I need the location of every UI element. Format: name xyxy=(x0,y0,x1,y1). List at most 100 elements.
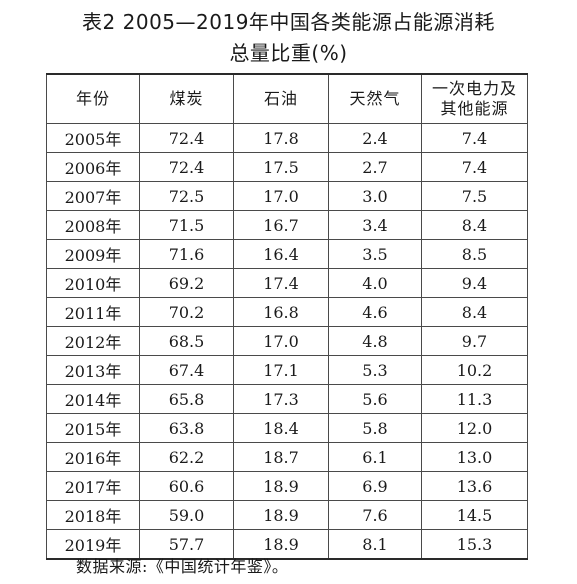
cell-coal: 72.5 xyxy=(139,181,234,211)
table-row: 2011年 70.2 16.8 4.6 8.4 xyxy=(46,297,528,327)
cell-gas: 4.6 xyxy=(328,297,422,327)
cell-other: 10.2 xyxy=(421,355,528,385)
cell-year: 2009年 xyxy=(46,239,140,269)
table-row: 2017年 60.6 18.9 6.9 13.6 xyxy=(46,471,528,501)
cell-other: 7.4 xyxy=(421,152,528,182)
header-other: 一次电力及 其他能源 xyxy=(421,73,528,124)
table-row: 2014年 65.8 17.3 5.6 11.3 xyxy=(46,384,528,414)
cell-other: 8.4 xyxy=(421,210,528,240)
cell-oil: 16.4 xyxy=(233,239,329,269)
cell-other: 7.5 xyxy=(421,181,528,211)
cell-year: 2006年 xyxy=(46,152,140,182)
cell-year: 2017年 xyxy=(46,471,140,501)
table-title-line-2: 总量比重(%) xyxy=(229,41,348,65)
header-other-line-2: 其他能源 xyxy=(440,99,509,118)
cell-oil: 16.7 xyxy=(233,210,329,240)
cell-gas: 6.9 xyxy=(328,471,422,501)
cell-gas: 3.4 xyxy=(328,210,422,240)
cell-coal: 72.4 xyxy=(139,123,234,153)
cell-oil: 17.0 xyxy=(233,326,329,356)
header-oil: 石油 xyxy=(233,73,329,124)
cell-oil: 17.0 xyxy=(233,181,329,211)
table-row: 2005年 72.4 17.8 2.4 7.4 xyxy=(46,123,528,153)
cell-gas: 6.1 xyxy=(328,442,422,472)
cell-year: 2012年 xyxy=(46,326,140,356)
cell-gas: 4.8 xyxy=(328,326,422,356)
cell-year: 2010年 xyxy=(46,268,140,298)
cell-gas: 2.4 xyxy=(328,123,422,153)
cell-year: 2007年 xyxy=(46,181,140,211)
cell-oil: 17.5 xyxy=(233,152,329,182)
cell-oil: 17.8 xyxy=(233,123,329,153)
cell-oil: 18.7 xyxy=(233,442,329,472)
table-row: 2010年 69.2 17.4 4.0 9.4 xyxy=(46,268,528,298)
cell-gas: 4.0 xyxy=(328,268,422,298)
cell-year: 2018年 xyxy=(46,500,140,530)
cell-coal: 60.6 xyxy=(139,471,234,501)
cell-other: 15.3 xyxy=(421,529,528,560)
table-row: 2015年 63.8 18.4 5.8 12.0 xyxy=(46,413,528,443)
data-source-note: 数据来源:《中国统计年鉴》。 xyxy=(76,557,289,576)
cell-gas: 3.5 xyxy=(328,239,422,269)
cell-oil: 18.9 xyxy=(233,471,329,501)
table-row: 2007年 72.5 17.0 3.0 7.5 xyxy=(46,181,528,211)
cell-year: 2008年 xyxy=(46,210,140,240)
cell-other: 13.6 xyxy=(421,471,528,501)
header-other-line-1: 一次电力及 xyxy=(431,79,517,98)
header-gas: 天然气 xyxy=(328,73,422,124)
table-row: 2009年 71.6 16.4 3.5 8.5 xyxy=(46,239,528,269)
cell-year: 2019年 xyxy=(46,529,140,560)
cell-coal: 68.5 xyxy=(139,326,234,356)
table-row: 2016年 62.2 18.7 6.1 13.0 xyxy=(46,442,528,472)
table-title-line-1: 表2 2005—2019年中国各类能源占能源消耗 xyxy=(82,10,495,34)
cell-year: 2014年 xyxy=(46,384,140,414)
cell-oil: 17.3 xyxy=(233,384,329,414)
cell-coal: 72.4 xyxy=(139,152,234,182)
cell-oil: 17.4 xyxy=(233,268,329,298)
cell-gas: 2.7 xyxy=(328,152,422,182)
cell-other: 14.5 xyxy=(421,500,528,530)
table-row: 2018年 59.0 18.9 7.6 14.5 xyxy=(46,500,528,530)
cell-other: 11.3 xyxy=(421,384,528,414)
table-row: 2019年 57.7 18.9 8.1 15.3 xyxy=(46,529,528,560)
cell-coal: 57.7 xyxy=(139,529,234,560)
cell-year: 2005年 xyxy=(46,123,140,153)
cell-coal: 71.5 xyxy=(139,210,234,240)
cell-gas: 3.0 xyxy=(328,181,422,211)
table-row: 2006年 72.4 17.5 2.7 7.4 xyxy=(46,152,528,182)
energy-share-table: 年份 煤炭 石油 天然气 一次电力及 其他能源 2005年 72.4 17.8 … xyxy=(46,73,528,560)
cell-oil: 17.1 xyxy=(233,355,329,385)
cell-oil: 16.8 xyxy=(233,297,329,327)
cell-year: 2011年 xyxy=(46,297,140,327)
cell-coal: 71.6 xyxy=(139,239,234,269)
cell-other: 8.4 xyxy=(421,297,528,327)
header-coal: 煤炭 xyxy=(139,73,234,124)
cell-year: 2015年 xyxy=(46,413,140,443)
table-header-row: 年份 煤炭 石油 天然气 一次电力及 其他能源 xyxy=(46,73,528,124)
cell-oil: 18.9 xyxy=(233,500,329,530)
cell-gas: 8.1 xyxy=(328,529,422,560)
cell-other: 7.4 xyxy=(421,123,528,153)
cell-coal: 70.2 xyxy=(139,297,234,327)
cell-coal: 65.8 xyxy=(139,384,234,414)
cell-other: 8.5 xyxy=(421,239,528,269)
cell-other: 12.0 xyxy=(421,413,528,443)
cell-coal: 69.2 xyxy=(139,268,234,298)
cell-coal: 62.2 xyxy=(139,442,234,472)
table-row: 2013年 67.4 17.1 5.3 10.2 xyxy=(46,355,528,385)
table-row: 2012年 68.5 17.0 4.8 9.7 xyxy=(46,326,528,356)
cell-other: 13.0 xyxy=(421,442,528,472)
cell-coal: 67.4 xyxy=(139,355,234,385)
cell-coal: 63.8 xyxy=(139,413,234,443)
cell-year: 2016年 xyxy=(46,442,140,472)
cell-coal: 59.0 xyxy=(139,500,234,530)
cell-other: 9.7 xyxy=(421,326,528,356)
cell-gas: 5.6 xyxy=(328,384,422,414)
cell-gas: 5.3 xyxy=(328,355,422,385)
table-row: 2008年 71.5 16.7 3.4 8.4 xyxy=(46,210,528,240)
table-body: 2005年 72.4 17.8 2.4 7.4 2006年 72.4 17.5 … xyxy=(46,123,528,560)
header-year: 年份 xyxy=(46,73,140,124)
cell-other: 9.4 xyxy=(421,268,528,298)
cell-year: 2013年 xyxy=(46,355,140,385)
cell-gas: 5.8 xyxy=(328,413,422,443)
